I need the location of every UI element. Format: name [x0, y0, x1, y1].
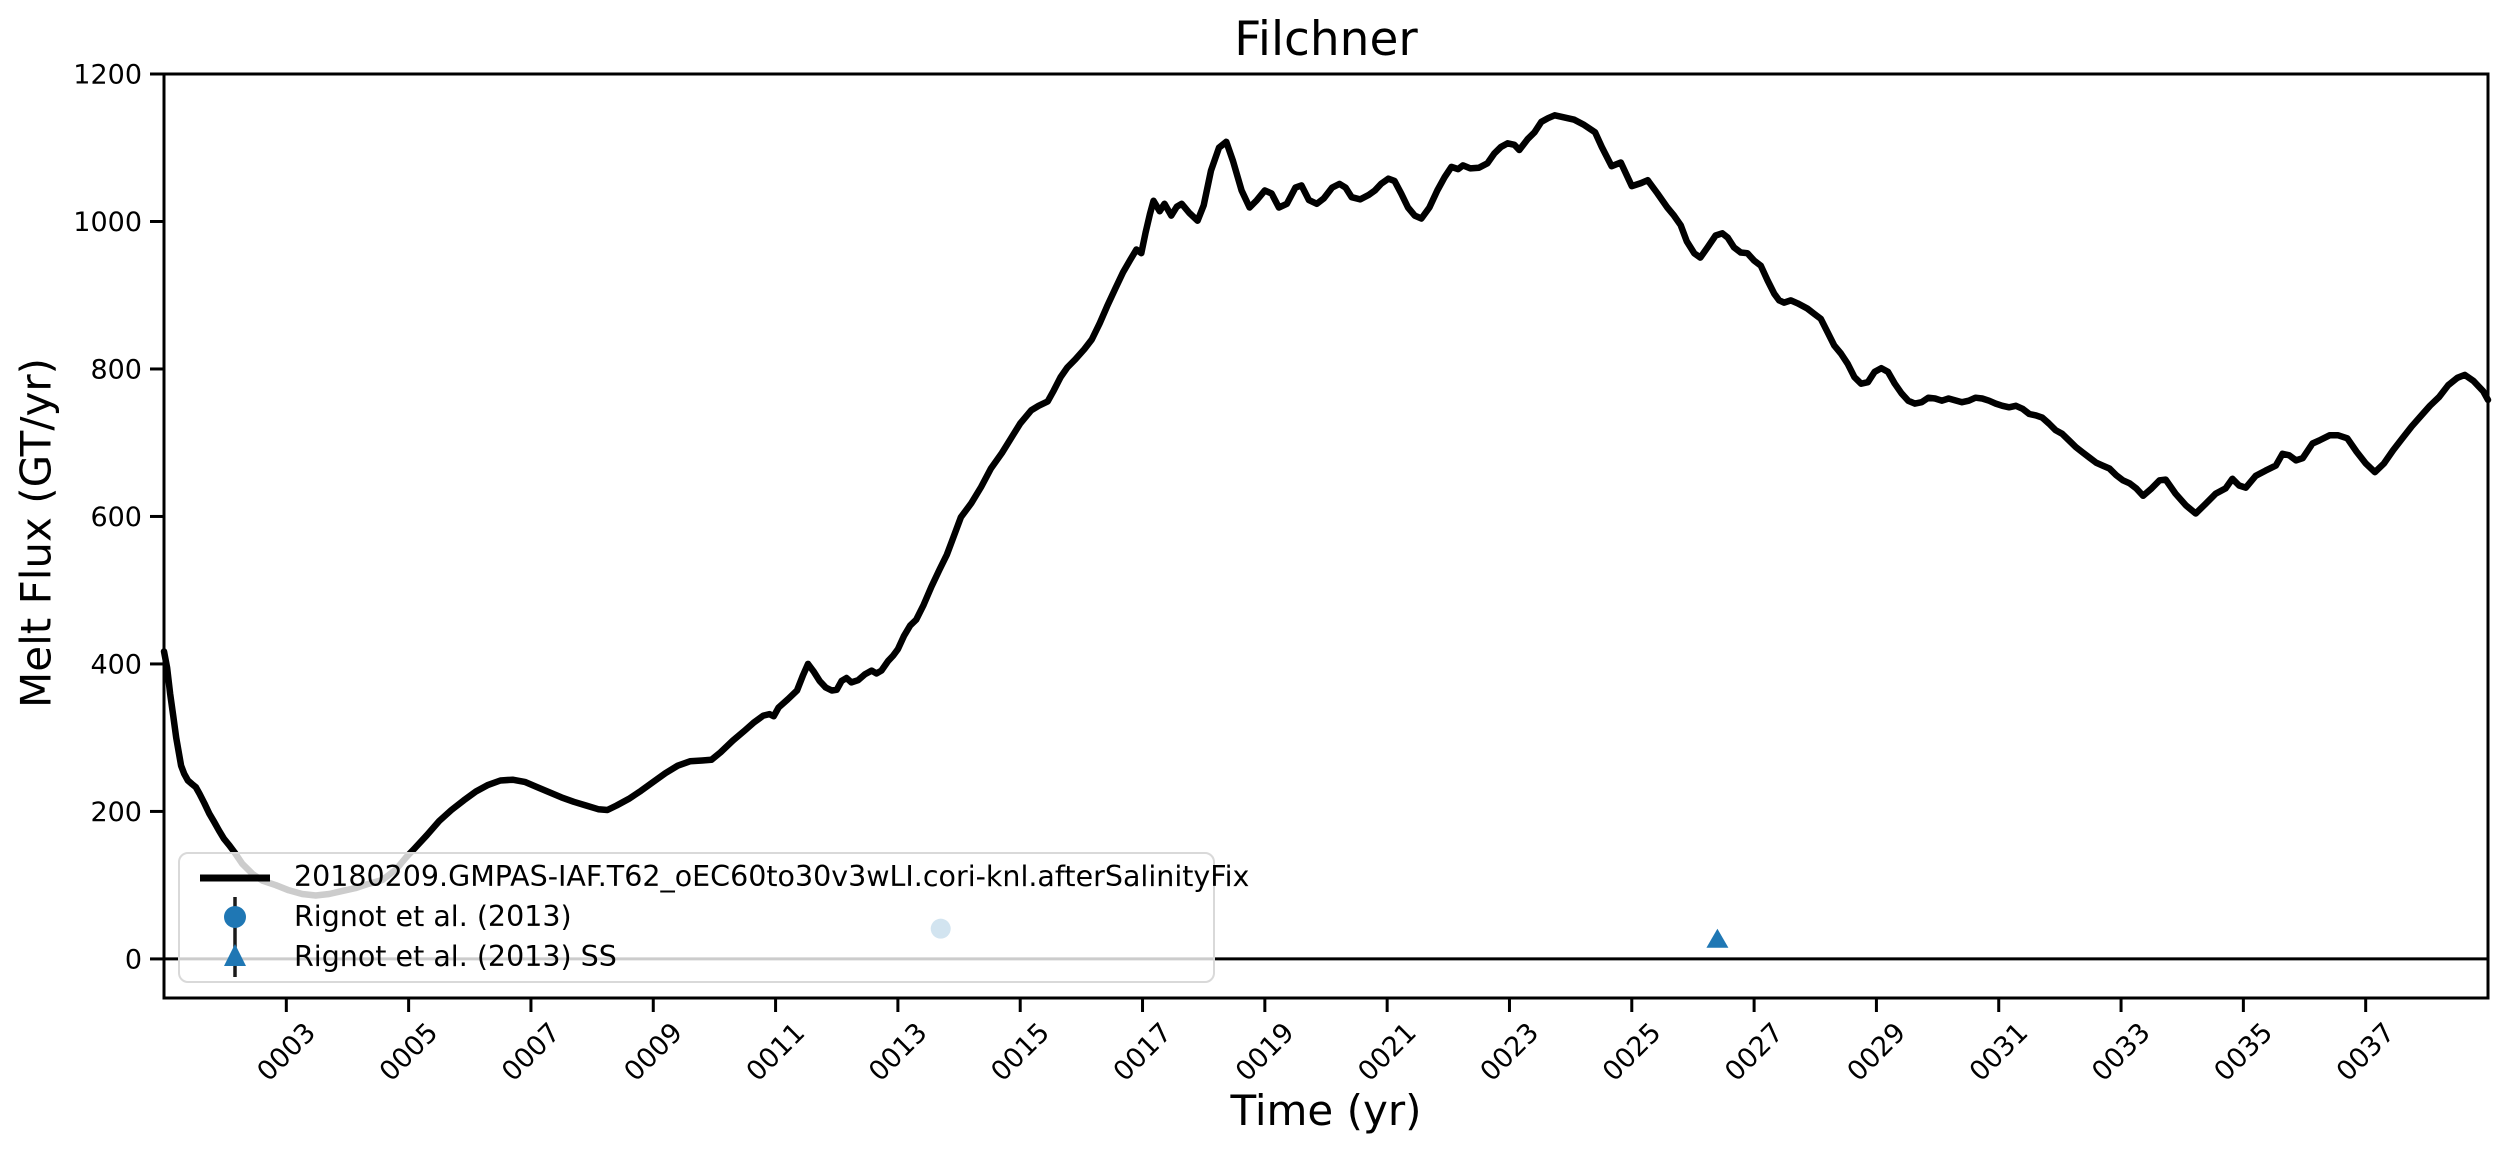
- triangle-errorbar-icon: [190, 934, 280, 980]
- x-tick-label: 0007: [496, 1017, 567, 1088]
- legend-label-series: 20180209.GMPAS-IAF.T62_oEC60to30v3wLI.co…: [294, 860, 1250, 894]
- x-tick-label: 0021: [1352, 1017, 1423, 1088]
- x-tick-label: 0031: [1964, 1017, 2035, 1088]
- legend-label-rignot-ss: Rignot et al. (2013) SS: [294, 939, 617, 973]
- y-tick-label: 1200: [73, 60, 142, 91]
- legend-row-rignot-ss: Rignot et al. (2013) SS: [190, 937, 1203, 977]
- x-tick-label: 0035: [2208, 1017, 2279, 1088]
- x-tick-label: 0029: [1842, 1017, 1913, 1088]
- x-tick-label: 0009: [618, 1017, 689, 1088]
- x-tick-label: 0033: [2086, 1017, 2157, 1088]
- legend-label-rignot: Rignot et al. (2013): [294, 899, 572, 933]
- line-sample-icon: [190, 870, 280, 886]
- axes-spines: [162, 72, 2490, 1000]
- legend-row-series: 20180209.GMPAS-IAF.T62_oEC60to30v3wLI.co…: [190, 858, 1249, 897]
- x-tick-label: 0025: [1597, 1017, 1668, 1088]
- x-tick-label: 0019: [1230, 1017, 1301, 1088]
- y-tick-label: 1000: [73, 207, 142, 238]
- y-tick-label: 200: [90, 797, 142, 828]
- legend: 20180209.GMPAS-IAF.T62_oEC60to30v3wLI.co…: [178, 852, 1249, 983]
- y-tick-label: 800: [90, 354, 142, 385]
- legend-row-rignot: Rignot et al. (2013): [190, 897, 1203, 937]
- x-tick-label: 0011: [741, 1017, 812, 1088]
- x-tick-label: 0037: [2331, 1017, 2402, 1088]
- circle-errorbar-icon: [190, 894, 280, 940]
- x-tick-label: 0023: [1475, 1017, 1546, 1088]
- x-tick-label: 0003: [251, 1017, 322, 1088]
- x-tick-label: 0013: [863, 1017, 934, 1088]
- x-tick-label: 0005: [374, 1017, 445, 1088]
- x-tick-label: 0017: [1108, 1017, 1179, 1088]
- y-axis-label: Melt Flux (GT/yr): [11, 358, 61, 708]
- x-tick-label: 0027: [1719, 1017, 1790, 1088]
- x-axis-label: Time (yr): [1230, 1086, 1422, 1135]
- x-tick-label: 0015: [985, 1017, 1056, 1088]
- y-tick-label: 0: [125, 944, 142, 975]
- melt-flux-line: [160, 112, 2492, 899]
- rignot-ss-triangle-marker: [1706, 928, 1729, 948]
- chart-title: Filchner: [1234, 12, 1418, 67]
- y-tick-label: 400: [90, 649, 142, 680]
- y-tick-label: 600: [90, 502, 142, 533]
